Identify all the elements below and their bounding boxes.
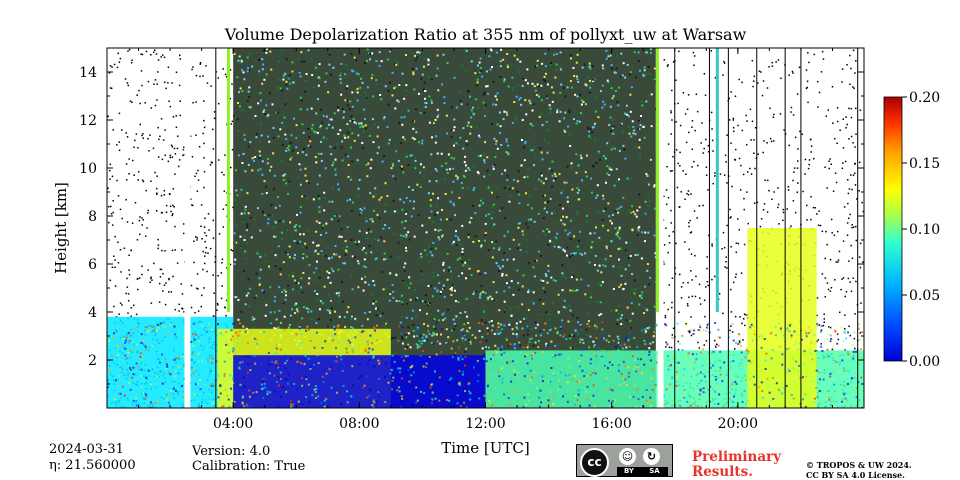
colorbar-tick-label: 0.10: [909, 222, 940, 238]
y-tick-label: 4: [88, 305, 97, 321]
sa-label: SA: [641, 467, 668, 476]
colorbar-tick-label: 0.05: [909, 288, 940, 304]
cc-license-badge: cc ☺ ↻ BY SA: [576, 444, 673, 477]
y-tick-label: 12: [79, 113, 97, 129]
share-alike-icon: ↻: [643, 448, 660, 465]
x-tick-label: 04:00: [213, 416, 253, 432]
colorbar: [884, 97, 902, 361]
copyright-label: © TROPOS & UW 2024.: [806, 460, 912, 470]
chart-title: Volume Depolarization Ratio at 355 nm of…: [224, 25, 747, 44]
by-label: BY: [617, 467, 641, 476]
x-tick-label: 12:00: [465, 416, 505, 432]
license-label: CC BY SA 4.0 License.: [806, 470, 905, 480]
x-axis-label: Time [UTC]: [441, 439, 530, 457]
y-axis-label: Height [km]: [52, 182, 70, 274]
colorbar-tick-label: 0.20: [909, 90, 940, 106]
y-tick-label: 6: [88, 257, 97, 273]
cc-icon: cc: [580, 448, 609, 477]
layer-texture: [107, 321, 864, 408]
data-gap: [657, 48, 664, 408]
calibration-label: Calibration: True: [192, 459, 306, 474]
y-tick-label: 8: [88, 209, 97, 225]
person-icon: ☺: [619, 448, 636, 465]
y-tick-label: 10: [79, 161, 97, 177]
data-gap: [184, 48, 191, 408]
results-label: Results.: [692, 464, 753, 480]
x-tick-label: 08:00: [339, 416, 379, 432]
x-tick-label: 20:00: [718, 416, 758, 432]
noise-speckle: [233, 48, 658, 350]
y-tick-label: 14: [79, 65, 97, 81]
colorbar-tick-label: 0.00: [909, 354, 940, 370]
layer-elevated-aerosol-layer: [747, 228, 817, 408]
colorbar-tick-label: 0.15: [909, 156, 940, 172]
eta-label: η: 21.560000: [49, 458, 136, 473]
x-tick-label: 16:00: [591, 416, 631, 432]
date-label: 2024-03-31: [49, 442, 124, 457]
y-tick-label: 2: [88, 353, 97, 369]
preliminary-label: Preliminary: [692, 449, 782, 465]
version-label: Version: 4.0: [192, 444, 271, 459]
